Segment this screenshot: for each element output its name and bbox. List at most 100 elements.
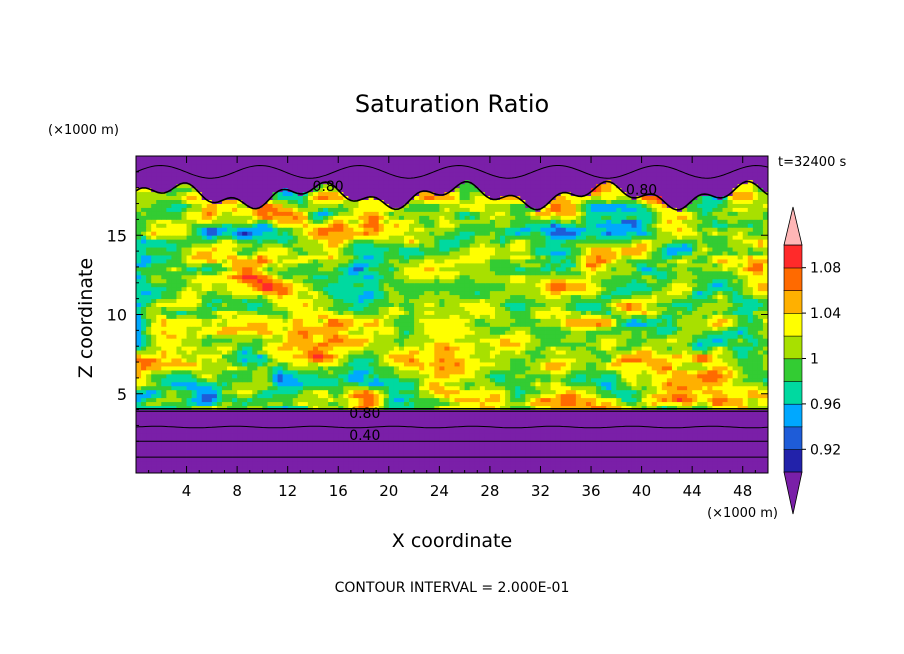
field-cell xyxy=(348,437,354,442)
field-cell xyxy=(171,373,177,379)
field-cell xyxy=(247,354,253,359)
field-cell xyxy=(737,326,744,331)
field-cell xyxy=(378,425,385,430)
field-cell xyxy=(641,465,648,470)
field-cell xyxy=(368,322,375,327)
field-cell xyxy=(621,445,627,450)
field-cell xyxy=(671,469,678,473)
field-cell xyxy=(656,362,663,367)
field-cell xyxy=(464,393,471,399)
field-cell xyxy=(363,366,369,371)
field-cell xyxy=(237,330,243,335)
field-cell xyxy=(742,417,749,422)
field-cell xyxy=(429,401,435,407)
field-cell xyxy=(747,437,754,442)
field-cell xyxy=(757,449,764,454)
field-cell xyxy=(591,366,597,371)
field-cell xyxy=(227,457,233,462)
field-cell xyxy=(737,465,744,470)
field-cell xyxy=(221,362,228,367)
field-cell xyxy=(378,401,385,407)
field-cell xyxy=(469,330,476,335)
field-cell xyxy=(196,449,203,454)
field-cell xyxy=(520,385,526,391)
field-cell xyxy=(444,369,450,375)
field-cell xyxy=(141,449,147,454)
field-cell xyxy=(611,318,617,323)
field-cell xyxy=(434,318,440,323)
field-cell xyxy=(464,457,471,462)
field-cell xyxy=(186,377,193,383)
field-cell xyxy=(429,417,435,422)
field-cell xyxy=(636,405,642,410)
field-cell xyxy=(757,461,764,466)
field-cell xyxy=(464,409,471,414)
field-cell xyxy=(722,334,728,339)
field-cell xyxy=(429,389,435,395)
field-cell xyxy=(596,369,602,375)
field-cell xyxy=(398,433,405,438)
field-cell xyxy=(666,338,673,343)
field-cell xyxy=(591,389,597,395)
field-cell xyxy=(216,401,223,407)
field-cell xyxy=(697,354,703,359)
field-cell xyxy=(651,445,658,450)
field-cell xyxy=(434,354,440,359)
field-cell xyxy=(505,362,511,367)
field-cell xyxy=(707,330,713,335)
field-cell xyxy=(545,354,551,359)
field-cell xyxy=(666,314,673,319)
field-cell xyxy=(616,334,622,339)
field-cell xyxy=(267,453,273,458)
field-cell xyxy=(565,445,572,450)
field-cell xyxy=(211,433,218,438)
field-cell xyxy=(176,314,182,319)
field-cell xyxy=(656,326,663,331)
field-cell xyxy=(616,421,622,426)
field-cell xyxy=(216,350,223,355)
field-cell xyxy=(186,449,193,454)
field-cell xyxy=(196,350,203,355)
field-cell xyxy=(636,465,642,470)
field-cell xyxy=(545,457,551,462)
field-cell xyxy=(757,469,764,473)
field-cell xyxy=(307,461,314,466)
field-cell xyxy=(676,401,683,407)
field-cell xyxy=(424,429,430,434)
field-cell xyxy=(419,441,425,446)
field-cell xyxy=(459,401,466,407)
field-cell xyxy=(272,417,278,422)
field-cell xyxy=(510,445,516,450)
field-cell xyxy=(318,373,324,379)
field-cell xyxy=(388,334,395,339)
field-cell xyxy=(434,377,440,383)
field-cell xyxy=(277,465,284,470)
field-cell xyxy=(560,342,567,347)
field-cell xyxy=(661,417,668,422)
field-cell xyxy=(671,346,678,351)
field-cell xyxy=(191,381,198,387)
field-cell xyxy=(479,409,486,414)
field-cell xyxy=(601,417,607,422)
field-cell xyxy=(257,318,263,323)
field-cell xyxy=(702,373,708,379)
field-cell xyxy=(671,354,678,359)
field-cell xyxy=(459,322,466,327)
field-cell xyxy=(676,429,683,434)
field-cell xyxy=(297,429,304,434)
field-cell xyxy=(591,373,597,379)
field-cell xyxy=(560,326,567,331)
field-cell xyxy=(328,457,334,462)
field-cell xyxy=(186,445,193,450)
field-cell xyxy=(419,393,425,399)
field-cell xyxy=(535,330,541,335)
field-cell xyxy=(136,354,142,359)
field-cell xyxy=(666,409,673,414)
field-cell xyxy=(166,397,172,403)
field-cell xyxy=(227,393,233,399)
field-cell xyxy=(479,393,486,399)
field-cell xyxy=(312,354,319,359)
field-cell xyxy=(272,350,278,355)
field-cell xyxy=(671,449,678,454)
